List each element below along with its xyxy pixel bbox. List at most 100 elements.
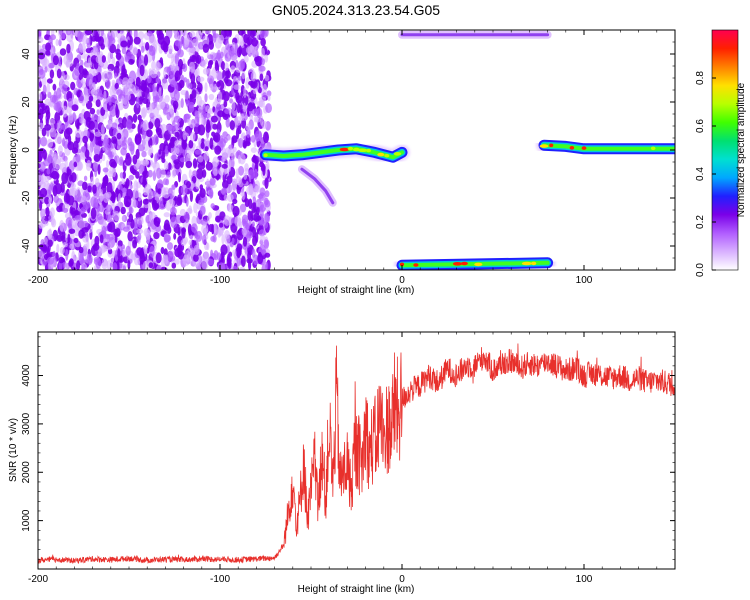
noise-speck	[64, 262, 69, 270]
noise-speck	[103, 37, 109, 48]
noise-speck	[127, 137, 133, 147]
noise-speck	[235, 176, 242, 186]
noise-speck	[120, 206, 126, 215]
noise-speck	[174, 161, 181, 170]
noise-speck	[103, 192, 110, 204]
noise-speck	[204, 82, 208, 93]
noise-speck	[174, 40, 181, 47]
noise-speck	[153, 199, 157, 206]
noise-speck	[148, 211, 156, 219]
noise-speck	[78, 219, 86, 230]
noise-speck	[149, 245, 155, 258]
noise-speck	[182, 254, 190, 267]
noise-speck	[171, 55, 175, 63]
noise-speck	[221, 155, 228, 162]
noise-speck	[82, 181, 88, 191]
snr-y-axis-label: SNR (10 * v/v)	[8, 418, 19, 482]
noise-speck	[220, 51, 224, 58]
noise-speck	[260, 163, 266, 172]
noise-speck	[243, 87, 247, 99]
noise-speck	[103, 103, 108, 111]
noise-speck	[147, 75, 152, 84]
noise-speck	[38, 175, 44, 181]
noise-speck	[82, 201, 91, 210]
noise-speck	[189, 31, 196, 38]
noise-speck	[103, 219, 107, 227]
colorbar-tick-label: 0.2	[695, 215, 706, 229]
noise-speck	[49, 127, 57, 138]
noise-speck	[109, 106, 117, 117]
noise-speck	[73, 161, 78, 168]
noise-speck	[90, 196, 97, 208]
colorbar-tick-label: 0.6	[695, 119, 706, 133]
spectrogram-image	[38, 30, 675, 270]
noise-speck	[40, 210, 46, 221]
noise-speck	[185, 99, 190, 106]
noise-speck	[181, 227, 187, 234]
track-hotspot	[474, 262, 483, 267]
noise-speck	[241, 255, 246, 268]
noise-speck	[97, 163, 101, 175]
noise-speck	[263, 239, 270, 249]
noise-speck	[100, 30, 105, 37]
noise-speck	[38, 189, 42, 196]
noise-speck	[40, 136, 48, 147]
noise-speck	[75, 153, 81, 163]
noise-speck	[46, 138, 54, 149]
noise-speck	[264, 213, 270, 222]
noise-speck	[175, 196, 183, 206]
x-tick-label: 100	[576, 275, 593, 286]
noise-speck	[223, 194, 229, 202]
noise-speck	[66, 43, 71, 54]
noise-speck	[163, 68, 167, 78]
noise-speck	[129, 207, 134, 214]
noise-speck	[41, 127, 47, 137]
noise-speck	[235, 116, 242, 126]
noise-speck	[263, 221, 269, 229]
noise-speck	[163, 212, 170, 218]
noise-speck	[173, 103, 177, 114]
noise-speck	[174, 140, 179, 147]
noise-speck	[79, 253, 84, 265]
noise-speck	[235, 92, 240, 101]
noise-speck	[108, 221, 116, 233]
noise-speck	[40, 187, 48, 198]
noise-speck	[106, 68, 113, 80]
noise-speck	[253, 116, 259, 123]
noise-speck	[38, 81, 43, 88]
noise-speck	[112, 262, 118, 270]
noise-speck	[142, 176, 147, 185]
noise-speck	[225, 70, 231, 79]
noise-speck	[88, 120, 95, 130]
noise-speck	[126, 188, 133, 200]
noise-speck	[164, 160, 169, 171]
noise-speck	[111, 122, 118, 130]
noise-speck	[164, 234, 172, 243]
noise-speck	[172, 120, 176, 131]
noise-speck	[232, 249, 237, 257]
noise-speck	[161, 78, 169, 90]
noise-speck	[146, 129, 153, 138]
track-hotspot	[452, 262, 463, 266]
noise-speck	[38, 250, 44, 259]
noise-speck	[61, 83, 68, 95]
noise-speck	[171, 184, 176, 190]
noise-speck	[143, 54, 149, 66]
noise-speck	[255, 232, 259, 244]
noise-speck	[42, 149, 47, 160]
noise-speck	[93, 144, 101, 156]
noise-speck	[106, 160, 110, 169]
track-hotspot	[521, 261, 532, 266]
noise-speck	[115, 228, 121, 237]
y-tick-label: -20	[21, 190, 32, 205]
noise-speck	[127, 231, 133, 242]
noise-speck	[149, 103, 154, 111]
noise-speck	[65, 30, 72, 36]
noise-speck	[234, 215, 242, 227]
noise-speck	[48, 228, 52, 239]
noise-speck	[167, 242, 173, 251]
noise-speck	[177, 226, 181, 236]
noise-speck	[242, 94, 249, 106]
noise-speck	[197, 124, 206, 136]
